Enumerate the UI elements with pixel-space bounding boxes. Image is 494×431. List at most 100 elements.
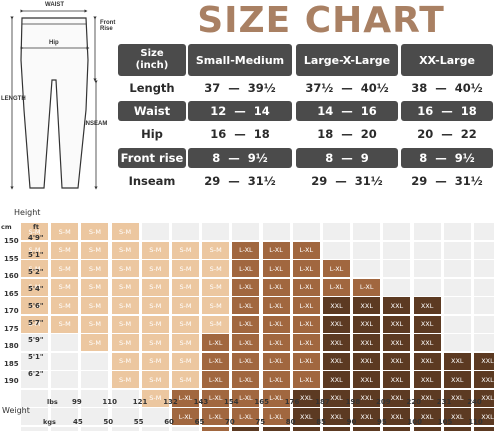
size-cell-xxl: XXL: [323, 371, 350, 388]
measurement-range: 12 — 14: [188, 101, 292, 121]
size-cell-xxl: XXL: [413, 371, 441, 388]
size-cell-xxl: XXL: [262, 426, 290, 431]
measurement-range: 18 — 20: [296, 124, 398, 144]
size-cell-s-m: S-M: [141, 334, 169, 351]
size-cell-s-m: S-M: [111, 223, 139, 240]
empty-cell: [141, 408, 169, 425]
range-max: 14: [253, 104, 270, 118]
empty-cell: [443, 315, 471, 333]
size-cell-s-m: S-M: [81, 315, 109, 333]
weight-lbs-tick: 143: [193, 398, 209, 406]
empty-cell: [51, 334, 79, 351]
empty-cell: [353, 223, 381, 240]
range-dash: —: [435, 174, 447, 188]
weight-lbs-tick: 231: [436, 398, 452, 406]
empty-cell: [21, 352, 48, 370]
weight-lbs-tick: 240: [467, 398, 482, 406]
empty-cell: [383, 278, 411, 296]
size-cell-l-xl: L-XL: [292, 260, 320, 277]
measurement-range: 38 — 40½: [401, 78, 493, 98]
size-cell-s-m: S-M: [81, 260, 109, 277]
empty-cell: [111, 408, 139, 425]
size-column-header: Small-Medium: [188, 44, 292, 76]
size-cell-l-xl: L-XL: [292, 352, 320, 370]
size-cell-s-m: S-M: [202, 260, 230, 277]
size-cell-s-m: S-M: [172, 241, 199, 259]
weight-kgs-tick: 80: [285, 418, 296, 426]
height-cm-tick: 175: [4, 325, 19, 333]
size-cell-s-m: S-M: [21, 297, 48, 314]
size-cell-l-xl: L-XL: [232, 278, 260, 296]
size-cell-s-m: S-M: [21, 278, 48, 296]
size-cell-xxl: XXL: [474, 352, 494, 370]
empty-cell: [51, 426, 79, 431]
measurement-row-label: Hip: [141, 127, 163, 141]
range-min: 16: [417, 104, 434, 118]
size-cell-s-m: S-M: [141, 278, 169, 296]
measurement-range: 29 — 31½: [296, 171, 398, 191]
weight-lbs-tick: 176: [284, 398, 300, 406]
empty-cell: [51, 352, 79, 370]
range-min: 37½: [305, 81, 334, 95]
range-dash: —: [228, 174, 240, 188]
size-cell-s-m: S-M: [51, 315, 79, 333]
weight-lbs-tick: 99: [72, 398, 82, 406]
empty-cell: [51, 408, 79, 425]
size-cell-xxl: XXL: [413, 389, 441, 407]
range-max: 9: [360, 151, 369, 165]
range-dash: —: [441, 127, 453, 141]
size-cell-l-xl: L-XL: [202, 389, 230, 407]
size-cell-l-xl: L-XL: [232, 297, 260, 314]
empty-cell: [81, 389, 109, 407]
size-cell-l-xl: L-XL: [262, 334, 290, 351]
empty-cell: [141, 223, 169, 240]
range-dash: —: [228, 151, 240, 165]
size-cell-s-m: S-M: [172, 334, 199, 351]
size-cell-s-m: S-M: [141, 371, 169, 388]
leggings-outline-icon: [10, 9, 98, 190]
height-cm-tick: 180: [4, 342, 19, 350]
size-cell-xxl: XXL: [413, 426, 441, 431]
size-cell-xxl: XXL: [323, 297, 350, 314]
size-cell-l-xl: L-XL: [172, 408, 199, 425]
size-cell-s-m: S-M: [51, 297, 79, 314]
size-cell-xxl: XXL: [413, 334, 441, 351]
weight-unit-kgs: kgs: [43, 418, 56, 426]
range-dash: —: [435, 151, 447, 165]
size-cell-s-m: S-M: [141, 297, 169, 314]
empty-cell: [443, 260, 471, 277]
size-cell-xxl: XXL: [353, 371, 381, 388]
size-cell-s-m: S-M: [172, 297, 199, 314]
range-max: 40½: [360, 81, 389, 95]
size-cell-xxl: XXL: [353, 297, 381, 314]
size-cell-l-xl: L-XL: [232, 260, 260, 277]
size-cell-l-xl: L-XL: [323, 260, 350, 277]
size-cell-xxl: XXL: [232, 426, 260, 431]
size-cell-xxl: XXL: [443, 426, 471, 431]
size-cell-s-m: S-M: [172, 371, 199, 388]
empty-cell: [232, 223, 260, 240]
size-cell-l-xl: L-XL: [172, 389, 199, 407]
range-min: 8: [212, 151, 221, 165]
size-cell-xxl: XXL: [383, 426, 411, 431]
range-min: 29: [204, 174, 221, 188]
hip-label: Hip: [49, 40, 59, 46]
height-ft-tick: 4'9": [28, 234, 44, 242]
range-dash: —: [341, 81, 353, 95]
empty-cell: [51, 371, 79, 388]
weight-lbs-tick: 220: [406, 398, 422, 406]
size-cell-l-xl: L-XL: [323, 278, 350, 296]
weight-kgs-tick: 95: [377, 418, 387, 426]
range-dash: —: [441, 104, 453, 118]
size-cell-s-m: S-M: [51, 223, 79, 240]
measurement-range: 16 — 18: [188, 124, 292, 144]
size-cell-l-xl: L-XL: [232, 408, 260, 425]
height-cm-tick: 160: [4, 272, 19, 280]
size-cell-xxl: XXL: [383, 334, 411, 351]
range-max: 9½: [247, 151, 268, 165]
weight-lbs-tick: 121: [132, 398, 148, 406]
size-cell-xxl: XXL: [292, 408, 320, 425]
height-ft-tick: 5'9": [28, 336, 44, 344]
empty-cell: [21, 408, 48, 425]
size-cell-l-xl: L-XL: [292, 297, 320, 314]
